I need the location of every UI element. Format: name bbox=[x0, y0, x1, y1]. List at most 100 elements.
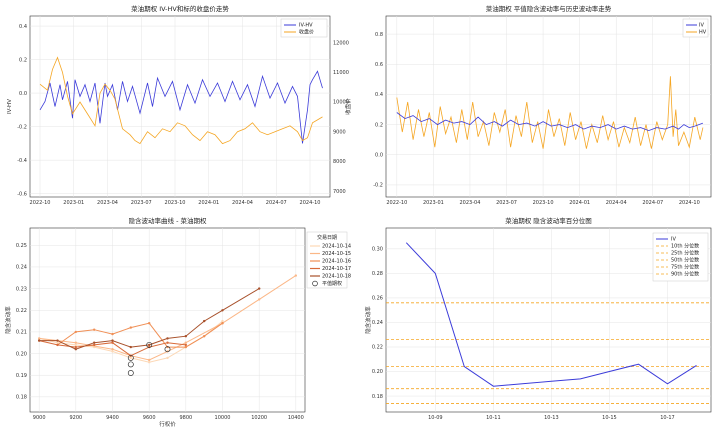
smile-chart-xtick-label: 10000 bbox=[215, 415, 231, 421]
smile-series-point bbox=[148, 343, 151, 347]
ivhv-levels-chart-xtick-label: 2023-01 bbox=[423, 200, 444, 206]
ivhv-levels-chart-title: 菜油期权 平值隐含波动率与历史波动率走势 bbox=[486, 4, 612, 13]
smile-series-point bbox=[294, 274, 297, 277]
smile-chart-xtick-label: 9200 bbox=[69, 415, 82, 421]
ivhv-levels-chart-ytick-label: -0.2 bbox=[373, 183, 383, 189]
smile-series-point bbox=[166, 341, 169, 344]
ivhv-levels-chart-xtick-label: 2023-07 bbox=[496, 200, 517, 206]
smile-chart-ytick-label: 0.20 bbox=[16, 351, 27, 357]
ivhv-chart-xtick-label: 2024-01 bbox=[198, 200, 219, 206]
percentile-chart-ylabel: 隐含波动率 bbox=[364, 306, 372, 334]
smile-chart-legend bbox=[306, 231, 348, 289]
ivhv-levels-chart-ytick-label: 0.2 bbox=[375, 122, 383, 128]
percentile-chart-legend bbox=[652, 232, 709, 282]
ivhv-chart-y2tick-label: 11000 bbox=[333, 70, 349, 76]
ivhv-levels-chart-ytick-label: 0.6 bbox=[375, 62, 383, 68]
atm-point-marker bbox=[127, 354, 134, 361]
smile-series-point bbox=[111, 348, 114, 351]
ivhv-chart-y2tick-label: 9000 bbox=[333, 129, 346, 135]
smile-series-point bbox=[111, 350, 114, 353]
series-line-ivhv bbox=[39, 70, 323, 144]
ivhv-chart-ytick-label: 0.4 bbox=[19, 24, 27, 30]
smile-legend-label: 2024-10-15 bbox=[322, 251, 351, 257]
smile-legend-label: 2024-10-16 bbox=[322, 259, 351, 265]
smile-chart-xtick-label: 9800 bbox=[179, 415, 192, 421]
ivhv-chart-y2label: 收盘价 bbox=[344, 98, 352, 115]
percentile-legend-label: 10th 分位数 bbox=[671, 243, 699, 250]
smile-series-point bbox=[74, 343, 78, 347]
ivhv-chart-ytick-label: 0.2 bbox=[19, 57, 27, 63]
ivhv-levels-chart-ytick-label: 0.0 bbox=[375, 152, 383, 158]
smile-series-point bbox=[93, 343, 96, 347]
smile-chart-xtick-label: 9000 bbox=[33, 415, 46, 421]
ivhv-chart-xtick-label: 2023-01 bbox=[63, 200, 84, 206]
ivhv-levels-chart-xtick-label: 2024-07 bbox=[642, 200, 663, 206]
percentile-chart-xtick-label: 10-11 bbox=[486, 415, 501, 421]
series-line-iv bbox=[396, 112, 704, 132]
smile-series-line bbox=[39, 288, 260, 350]
ivhv-levels-chart-xtick-label: 2024-04 bbox=[606, 200, 627, 206]
smile-chart-xtick-label: 9400 bbox=[106, 415, 119, 421]
smile-legend-label: 2024-10-14 bbox=[322, 244, 351, 250]
percentile-chart-ytick-label: 0.24 bbox=[372, 320, 383, 326]
percentile-chart-ytick-label: 0.26 bbox=[372, 296, 383, 302]
smile-series-point bbox=[221, 309, 224, 312]
ivhv-chart-ylabel: IV-HV bbox=[7, 99, 13, 114]
ivhv-legend-label: 收盘价 bbox=[299, 29, 314, 36]
ivhv-levels-legend-label: HV bbox=[699, 30, 707, 36]
smile-chart-xtick-label: 10200 bbox=[251, 415, 267, 421]
ivhv-chart-xtick-label: 2022-10 bbox=[30, 200, 51, 206]
smile-chart-xlabel: 行权价 bbox=[159, 420, 176, 428]
smile-chart-ytick-label: 0.25 bbox=[16, 243, 27, 249]
smile-legend-label: 平值期权 bbox=[322, 280, 342, 287]
ivhv-chart-y2tick-label: 10000 bbox=[333, 100, 349, 106]
smile-chart-ytick-label: 0.23 bbox=[16, 286, 27, 292]
ivhv-levels-chart-ytick-label: 0.4 bbox=[375, 92, 383, 98]
percentile-chart-ytick-label: 0.28 bbox=[372, 271, 383, 277]
smile-series-point bbox=[38, 339, 41, 342]
smile-series-point bbox=[258, 298, 261, 301]
atm-point-marker bbox=[146, 341, 153, 348]
smile-series-point bbox=[111, 332, 114, 336]
atm-point-marker bbox=[127, 361, 134, 368]
ivhv-chart-xtick-label: 2023-07 bbox=[131, 200, 152, 206]
percentile-chart-ytick-label: 0.18 bbox=[372, 394, 383, 400]
smile-series-line bbox=[57, 322, 223, 348]
smile-legend-label: 2024-10-18 bbox=[322, 274, 351, 280]
smile-chart-ytick-label: 0.22 bbox=[16, 308, 27, 314]
smile-series-point bbox=[111, 339, 114, 342]
series-line-close bbox=[39, 56, 323, 145]
ivhv-chart-ytick-label: -0.2 bbox=[17, 124, 27, 130]
series-line-iv bbox=[405, 242, 697, 387]
ivhv-levels-chart-xtick-label: 2023-04 bbox=[460, 200, 481, 206]
percentile-chart-ytick-label: 0.30 bbox=[372, 247, 383, 253]
ivhv-chart-xtick-label: 2023-10 bbox=[165, 200, 186, 206]
smile-series-point bbox=[129, 326, 132, 329]
smile-legend-atm-marker bbox=[312, 280, 318, 287]
percentile-chart-ytick-label: 0.22 bbox=[372, 345, 383, 351]
smile-series-point bbox=[184, 335, 187, 338]
smile-series-point bbox=[166, 356, 169, 360]
smile-series-point bbox=[129, 345, 132, 349]
ivhv-levels-chart-xtick-label: 2024-10 bbox=[679, 200, 700, 206]
smile-chart-ytick-label: 0.19 bbox=[16, 373, 27, 379]
percentile-legend-label: 75th 分位数 bbox=[671, 264, 699, 271]
smile-series-point bbox=[184, 345, 187, 349]
series-line-hv bbox=[396, 76, 704, 149]
percentile-legend-label: 90th 分位数 bbox=[671, 271, 699, 278]
percentile-chart-xtick-label: 10-17 bbox=[660, 415, 675, 421]
ivhv-levels-chart-xtick-label: 2023-10 bbox=[533, 200, 554, 206]
smile-legend-label: 2024-10-17 bbox=[322, 266, 351, 272]
percentile-chart-xtick-label: 10-09 bbox=[428, 415, 443, 421]
smile-series-point bbox=[221, 322, 224, 325]
smile-chart-ytick-label: 0.21 bbox=[16, 330, 27, 336]
smile-series-point bbox=[203, 335, 206, 338]
smile-series-point bbox=[203, 319, 206, 323]
percentile-legend-label: IV bbox=[671, 237, 676, 243]
smile-series-point bbox=[56, 341, 59, 344]
chart-iv-percentile: 0.18 0.20 0.22 0.24 0.26 0.28 0.30 10-09 10-11 10… bbox=[364, 216, 712, 421]
chart-vol-smile: 0.18 0.19 0.20 0.21 0.22 0.23 0.24 0.25 9000 9200… bbox=[4, 216, 351, 428]
smile-chart-frame bbox=[29, 227, 306, 413]
percentile-chart-xtick-label: 10-13 bbox=[544, 415, 559, 421]
ivhv-legend-label: IV-HV bbox=[299, 23, 313, 29]
